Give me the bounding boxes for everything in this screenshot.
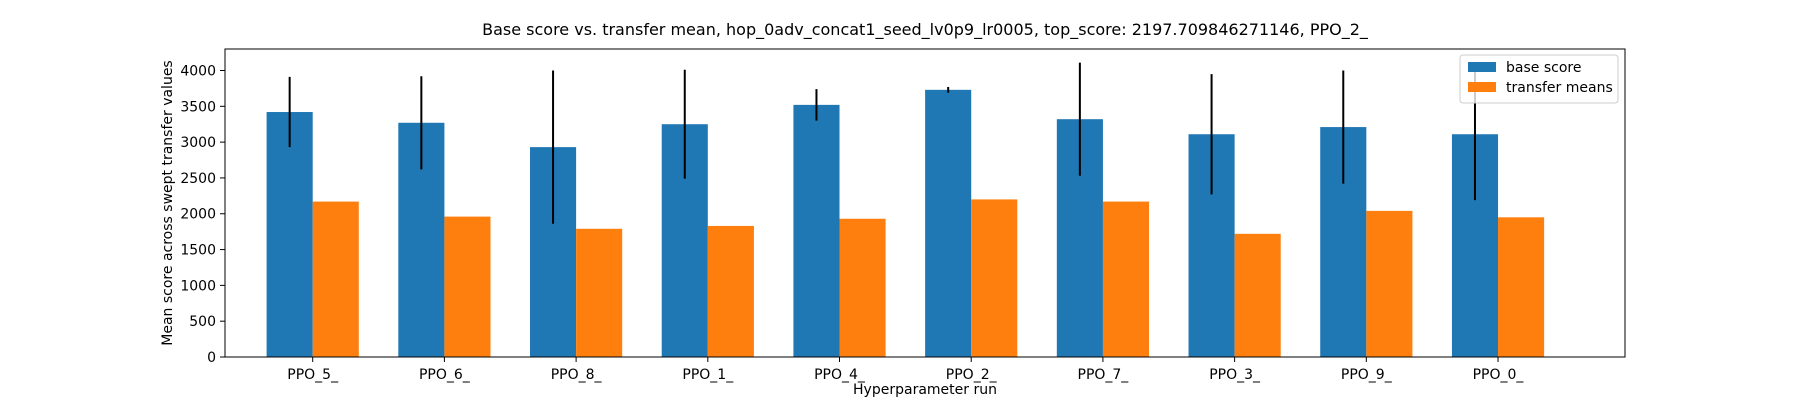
y-tick-label: 2500 <box>180 171 216 187</box>
base-score-bar <box>793 104 840 357</box>
error-bars <box>288 62 1476 224</box>
x-tick-label: PPO_0_ <box>1473 367 1525 383</box>
y-tick-label: 0 <box>207 350 216 366</box>
y-tick-label: 1500 <box>180 243 216 259</box>
x-tick-label: PPO_2_ <box>946 367 998 383</box>
transfer-mean-bar <box>1366 210 1413 357</box>
y-axis-label: Mean score across swept transfer values <box>160 60 176 345</box>
base-score-bar <box>266 112 313 357</box>
legend-box <box>1459 54 1619 104</box>
legend-swatch <box>1468 62 1496 72</box>
transfer-mean-bar <box>707 225 754 357</box>
x-axis: PPO_5_ PPO_6_ PPO_8_ PPO_1_ PPO_4_ PPO_2_ PPO_… <box>287 357 1524 383</box>
y-tick-label: 1000 <box>180 278 216 294</box>
transfer-mean-bar <box>1234 233 1281 357</box>
y-tick-label: 500 <box>189 314 216 330</box>
transfer-mean-bar <box>312 201 359 357</box>
x-tick-label: PPO_1_ <box>682 367 734 383</box>
transfer-mean-bar <box>576 228 623 357</box>
transfer-mean-bar <box>971 199 1018 357</box>
x-tick-label: PPO_5_ <box>287 367 339 383</box>
x-tick-label: PPO_9_ <box>1341 367 1393 383</box>
legend: base score transfer means <box>1459 54 1619 104</box>
x-tick-label: PPO_3_ <box>1209 367 1261 383</box>
transfer-mean-bar <box>1102 201 1150 357</box>
y-tick-label: 3500 <box>180 99 216 115</box>
y-axis: 0 500 1000 1500 2000 2500 3000 3500 4000 <box>180 63 225 366</box>
chart-title: Base score vs. transfer mean, hop_0adv_c… <box>482 20 1369 40</box>
transfer-mean-bar <box>444 216 491 357</box>
transfer-mean-bar <box>839 218 886 357</box>
legend-label: transfer means <box>1506 80 1613 96</box>
y-tick-label: 3000 <box>180 135 216 151</box>
transfer-mean-bar <box>1498 217 1545 357</box>
x-tick-label: PPO_4_ <box>814 367 866 383</box>
base-score-bar <box>925 89 972 357</box>
x-tick-label: PPO_6_ <box>419 367 471 383</box>
x-tick-label: PPO_7_ <box>1078 367 1130 383</box>
bars <box>266 89 1545 358</box>
x-tick-label: PPO_8_ <box>551 367 603 383</box>
y-tick-label: 4000 <box>180 63 216 79</box>
plot-frame <box>224 48 1626 358</box>
y-tick-label: 2000 <box>180 207 216 223</box>
legend-label: base score <box>1506 60 1581 76</box>
x-axis-label: Hyperparameter run <box>853 382 997 398</box>
legend-swatch <box>1468 82 1496 92</box>
